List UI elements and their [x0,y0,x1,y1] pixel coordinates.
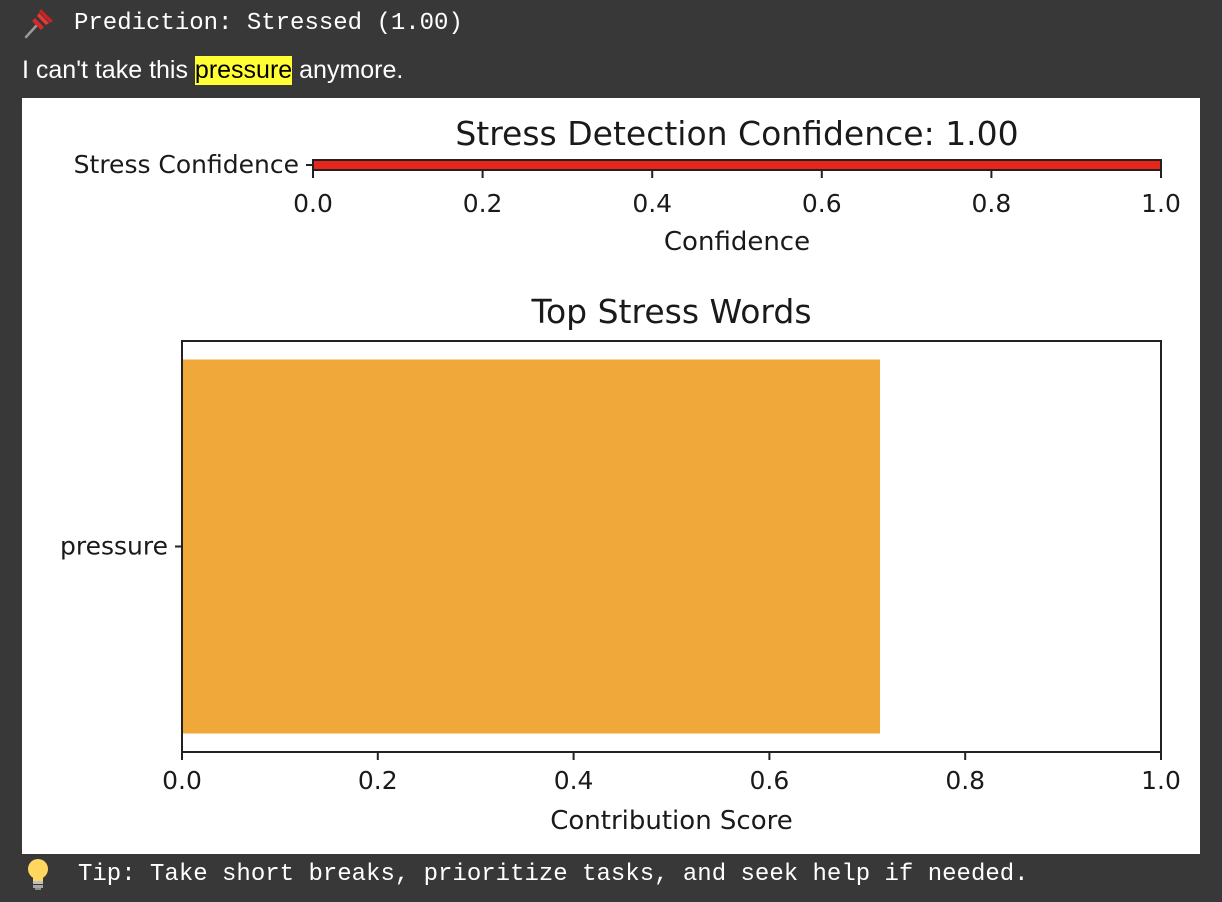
highlighted-word: pressure [194,55,293,85]
chart-canvas: Stress Detection Confidence: 1.00 Stress … [60,114,1181,836]
bar-pressure [182,359,881,734]
prediction-line: Prediction: Stressed (1.00) [22,4,463,42]
y-tick-label: Stress Confidence [74,150,299,179]
x-axis-label: Contribution Score [550,806,793,836]
prediction-text: Prediction: Stressed (1.00) [74,9,463,37]
x-tick-label: 1.0 [1141,189,1181,218]
x-axis-label: Confidence [664,227,810,257]
chart-title-2: Top Stress Words [530,292,811,331]
sentence-before: I can't take this [22,55,195,84]
input-sentence: I can't take this pressure anymore. [22,52,403,88]
x-tick-label: 0.0 [293,189,333,218]
sentence-after: anymore. [292,55,404,84]
x-tick-label: 0.4 [554,766,594,795]
chart-figure: Stress Detection Confidence: 1.00 Stress … [22,98,1200,854]
lightbulb-icon [28,859,48,890]
x-tick-label: 0.6 [750,766,790,795]
x-tick-label: 0.4 [632,189,672,218]
y-tick-label: pressure [60,532,168,561]
x-tick-label: 0.2 [463,189,503,218]
x-tick-label: 1.0 [1141,766,1181,795]
x-tick-label: 0.8 [945,766,985,795]
tip-text: Tip: Take short breaks, prioritize tasks… [78,860,1029,888]
x-tick-label: 0.6 [802,189,842,218]
pushpin-icon [24,9,53,39]
bar-stress-confidence [312,159,1162,171]
tip-line: Tip: Take short breaks, prioritize tasks… [26,854,1029,894]
x-tick-label: 0.2 [358,766,398,795]
chart-title-1: Stress Detection Confidence: 1.00 [455,114,1018,153]
x-tick-label: 0.8 [972,189,1012,218]
x-tick-label: 0.0 [162,766,202,795]
plot-frame [181,340,1162,753]
